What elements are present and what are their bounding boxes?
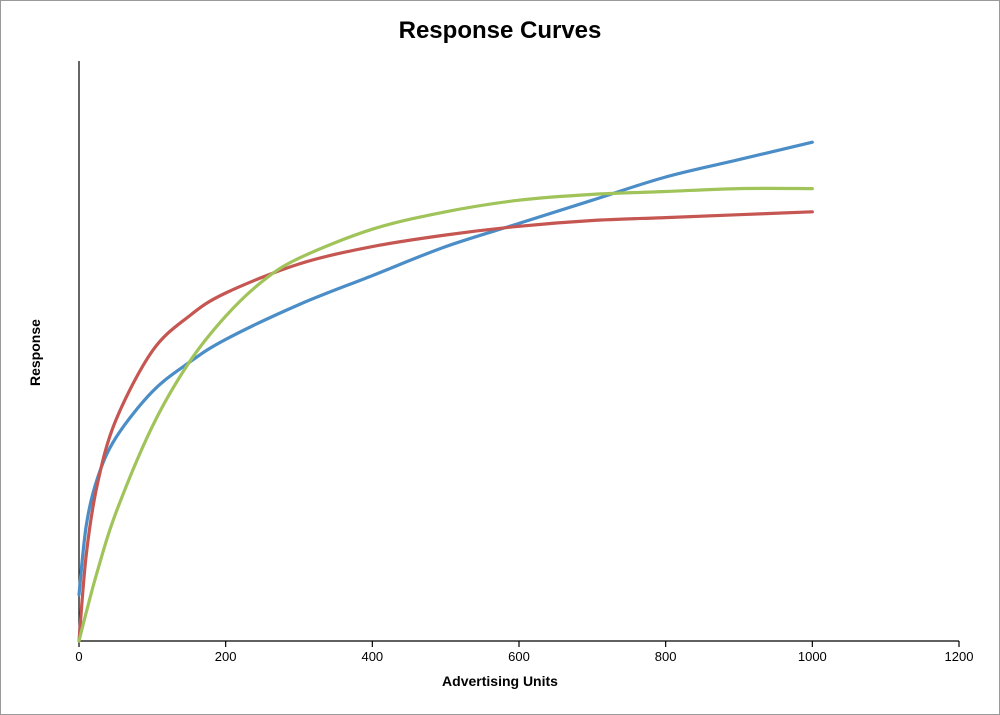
x-axis-label: Advertising Units: [1, 673, 999, 689]
series-green: [79, 188, 812, 641]
y-axis-label: Response: [27, 319, 43, 386]
plot-svg: [79, 61, 959, 641]
chart-title: Response Curves: [1, 17, 999, 45]
x-tick-label: 600: [504, 649, 534, 664]
x-tick-label: 1200: [944, 649, 974, 664]
x-tick-label: 0: [64, 649, 94, 664]
chart-frame: Response Curves Response Advertising Uni…: [0, 0, 1000, 715]
x-tick-label: 1000: [797, 649, 827, 664]
series-blue: [79, 142, 812, 594]
x-tick-label: 400: [357, 649, 387, 664]
x-tick-label: 800: [651, 649, 681, 664]
plot-area: [79, 61, 959, 641]
series-red: [79, 212, 812, 641]
x-tick-label: 200: [211, 649, 241, 664]
